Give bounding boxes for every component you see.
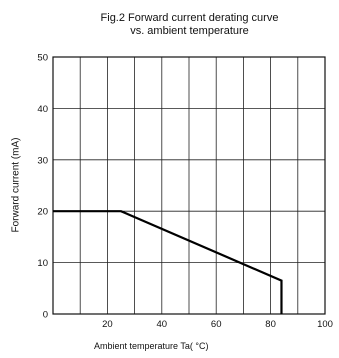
x-tick-label: 100 [317, 319, 333, 330]
x-tick-label: 20 [102, 319, 113, 330]
y-tick-label: 40 [37, 104, 48, 115]
x-tick-label: 80 [265, 319, 276, 330]
y-tick-label: 20 [37, 207, 48, 218]
y-tick-label: 50 [37, 53, 48, 64]
x-axis-label: Ambient temperature Ta( °C) [94, 341, 209, 351]
derating-curve [53, 210, 283, 314]
y-tick-label: 0 [43, 310, 48, 321]
x-tick-label: 40 [157, 319, 168, 330]
plot-frame [52, 56, 326, 315]
y-tick-label: 30 [37, 155, 48, 166]
x-tick-label: 60 [211, 319, 222, 330]
y-axis-label: Forward current (mA) [10, 137, 22, 233]
chart-subtitle: vs. ambient temperature [130, 25, 249, 37]
chart-title: Fig.2 Forward current derating curve [100, 12, 279, 24]
y-tick-label: 10 [37, 258, 48, 269]
